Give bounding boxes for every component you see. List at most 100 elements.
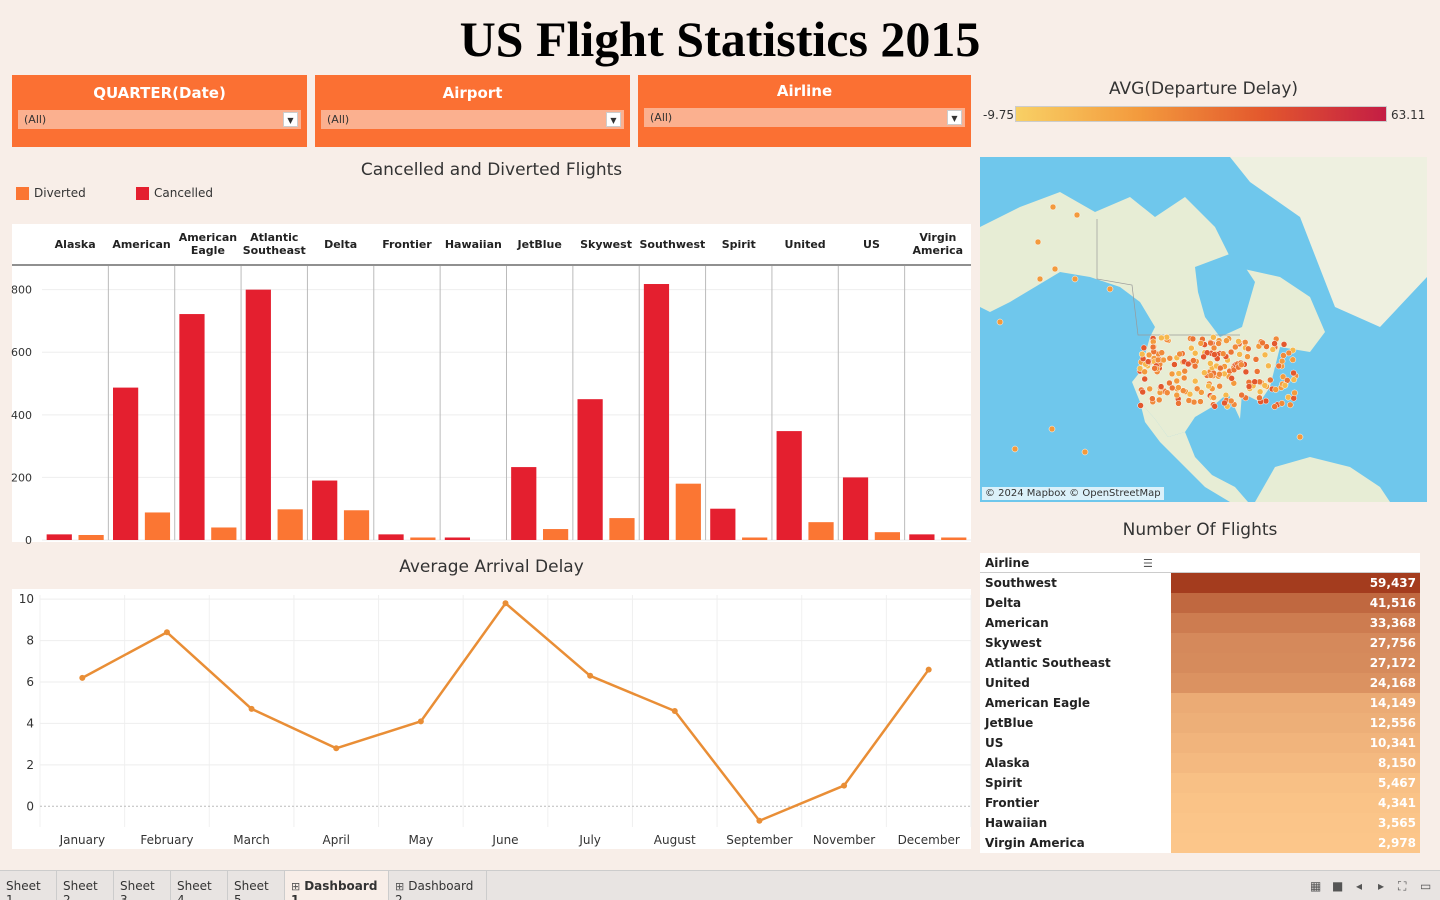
- next-sheet-icon[interactable]: ▸: [1378, 879, 1385, 893]
- line-chart[interactable]: 0 2 4 6 8 10 January February March April May June J…: [12, 589, 972, 849]
- flight-count: 27,756: [1171, 633, 1420, 653]
- airline-name: Alaska: [985, 756, 1030, 770]
- bar-cancelled: [378, 534, 404, 540]
- tab-sheet-4[interactable]: Sheet 4: [171, 871, 228, 900]
- airport-dot: [1210, 334, 1217, 341]
- airport-dot: [1173, 377, 1181, 385]
- tab-label: Dashboard 2: [395, 879, 474, 900]
- prev-sheet-icon[interactable]: ◂: [1356, 879, 1363, 893]
- table-row[interactable]: Atlantic Southeast 27,172: [980, 653, 1420, 673]
- airport-dot: [1263, 343, 1270, 350]
- presentation-icon[interactable]: ▭: [1420, 879, 1432, 893]
- filter-quarter: QUARTER(Date) (All) ▼: [12, 75, 307, 147]
- y-tick-label: 800: [11, 284, 32, 297]
- table-rows: Southwest 59,437 Delta 41,516 American 33,368…: [980, 573, 1420, 853]
- filter-quarter-dropdown[interactable]: (All) ▼: [18, 110, 301, 129]
- airport-dot: [1188, 344, 1195, 352]
- flight-delay-map[interactable]: © 2024 Mapbox © OpenStreetMap: [980, 157, 1427, 502]
- category-header: Alaska: [55, 238, 96, 251]
- category-header: Frontier: [382, 238, 432, 251]
- airport-dot: [1285, 349, 1293, 357]
- flight-count: 12,556: [1171, 713, 1420, 733]
- bar-cancelled: [444, 537, 471, 540]
- airport-dot: [1175, 400, 1182, 407]
- table-row[interactable]: Skywest 27,756: [980, 633, 1420, 653]
- airport-dot: [1168, 370, 1176, 378]
- airport-dot: [1163, 389, 1171, 396]
- table-row[interactable]: Hawaiian 3,565: [980, 813, 1420, 833]
- filter-airport-value: (All): [327, 113, 350, 126]
- airport-dot: [1155, 396, 1163, 404]
- bar-chart[interactable]: 0 200 400 600 800 Alaska American American Eagle…: [11, 224, 971, 547]
- table-row[interactable]: JetBlue 12,556: [980, 713, 1420, 733]
- tab-sheet-3[interactable]: Sheet 3: [114, 871, 171, 900]
- airport-dot: [1280, 352, 1287, 359]
- line-point: [587, 672, 594, 679]
- x-tick-label: July: [578, 833, 601, 847]
- category-header: Spirit: [722, 238, 756, 251]
- table-row[interactable]: Frontier 4,341: [980, 793, 1420, 813]
- airport-dot: [1145, 351, 1153, 359]
- table-row[interactable]: Delta 41,516: [980, 593, 1420, 613]
- table-row[interactable]: US 10,341: [980, 733, 1420, 753]
- tab-sheet-5[interactable]: Sheet 5: [228, 871, 285, 900]
- table-row[interactable]: Southwest 59,437: [980, 573, 1420, 593]
- airport-dot: [1051, 265, 1059, 273]
- table-row[interactable]: United 24,168: [980, 673, 1420, 693]
- filter-airport-label: Airport: [442, 84, 503, 102]
- airline-name: Skywest: [985, 636, 1042, 650]
- chevron-down-icon[interactable]: ▼: [606, 112, 621, 127]
- filter-airport-dropdown[interactable]: (All) ▼: [321, 110, 624, 129]
- airport-dot: [1191, 377, 1199, 385]
- airport-dot: [1207, 339, 1214, 347]
- canada-border: [1096, 219, 1240, 336]
- airport-dot: [1272, 386, 1279, 393]
- x-tick-label: May: [408, 833, 433, 847]
- airline-name: American Eagle: [985, 696, 1091, 710]
- single-view-icon[interactable]: ■: [1332, 879, 1344, 893]
- map-scale-min: -9.75: [983, 108, 1015, 122]
- airport-dot: [1197, 340, 1205, 347]
- filter-airline-dropdown[interactable]: (All) ▼: [644, 108, 965, 127]
- tab-dashboard-1[interactable]: ⊞ Dashboard 1: [285, 871, 389, 900]
- bar-cancelled: [909, 534, 935, 540]
- airport-dot: [1198, 389, 1205, 396]
- table-row[interactable]: Spirit 5,467: [980, 773, 1420, 793]
- chevron-down-icon[interactable]: ▼: [947, 110, 962, 125]
- legend-cancelled-swatch: [136, 186, 149, 200]
- y-tick-label: 2: [26, 758, 34, 772]
- fullscreen-icon[interactable]: ⛶: [1398, 879, 1407, 893]
- tab-dashboard-2[interactable]: ⊞ Dashboard 2: [389, 871, 487, 900]
- sheet-tab-bar: Sheet 1 Sheet 2 Sheet 3 Sheet 4 Sheet 5 ⊞ Dash…: [0, 870, 1440, 900]
- table-row[interactable]: American 33,368: [980, 613, 1420, 633]
- airline-name: US: [985, 736, 1004, 750]
- map-credit: © 2024 Mapbox © OpenStreetMap: [982, 487, 1164, 500]
- grid-view-icon[interactable]: ▦: [1310, 879, 1322, 893]
- table-column-airline[interactable]: Airline: [985, 556, 1030, 570]
- legend-diverted: Diverted: [16, 186, 86, 200]
- sort-icon[interactable]: ☰: [1143, 557, 1153, 570]
- bar-chart-title: Cancelled and Diverted Flights: [360, 160, 623, 180]
- table-row[interactable]: Virgin America 2,978: [980, 833, 1420, 853]
- airport-dot: [1261, 382, 1269, 389]
- chevron-down-icon[interactable]: ▼: [283, 112, 298, 127]
- tab-sheet-2[interactable]: Sheet 2: [57, 871, 114, 900]
- airport-dot: [1271, 340, 1278, 347]
- legend-diverted-swatch: [16, 186, 29, 200]
- x-tick-label: February: [140, 833, 193, 847]
- airport-dot: [1238, 361, 1245, 368]
- airline-name: Southwest: [985, 576, 1057, 590]
- flight-count: 5,467: [1171, 773, 1420, 793]
- table-row[interactable]: American Eagle 14,149: [980, 693, 1420, 713]
- airport-dot: [1256, 394, 1263, 402]
- table-row[interactable]: Alaska 8,150: [980, 753, 1420, 773]
- flights-table: Airline ☰ Southwest 59,437 Delta 41,516 Amer…: [980, 553, 1420, 853]
- mexico-land: [1140, 402, 1248, 502]
- airport-dot: [1181, 367, 1188, 375]
- tab-label: Sheet 3: [120, 879, 155, 900]
- bar-diverted: [410, 537, 436, 540]
- airport-dot: [1166, 379, 1173, 387]
- airport-dot: [1191, 362, 1199, 370]
- airport-dot: [1285, 393, 1292, 401]
- tab-sheet-1[interactable]: Sheet 1: [0, 871, 57, 900]
